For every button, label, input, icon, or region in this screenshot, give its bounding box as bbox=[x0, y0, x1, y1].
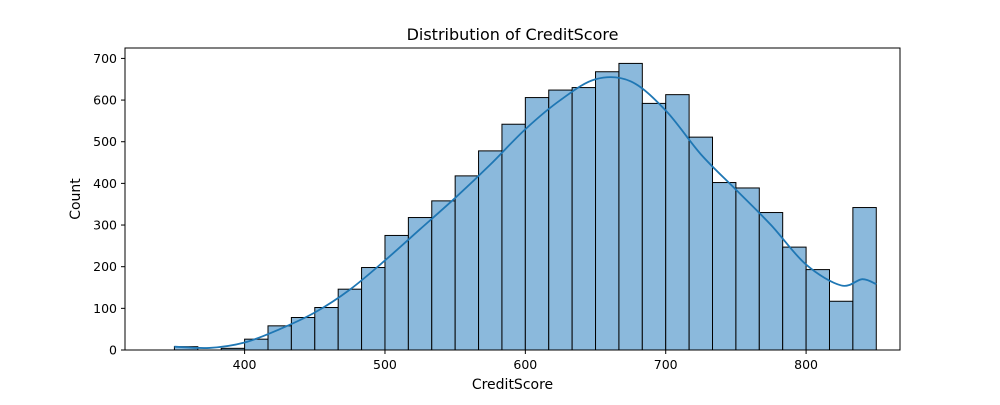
y-tick-label: 300 bbox=[93, 218, 117, 233]
histogram-bar bbox=[501, 123, 526, 351]
bars-layer bbox=[173, 62, 877, 351]
y-tick-label: 0 bbox=[109, 343, 117, 358]
x-tick-label: 600 bbox=[513, 357, 537, 372]
x-tick-label: 500 bbox=[373, 357, 397, 372]
x-axis-label: CreditScore bbox=[472, 377, 553, 393]
kde-layer bbox=[174, 76, 877, 349]
x-tick-label: 400 bbox=[233, 357, 257, 372]
histogram-bar bbox=[712, 182, 737, 351]
histogram-bar bbox=[641, 102, 667, 351]
histogram-bar bbox=[384, 234, 409, 351]
histogram-bar bbox=[618, 62, 643, 351]
histogram-bar bbox=[478, 150, 503, 351]
y-tick-label: 500 bbox=[93, 134, 117, 149]
y-axis-label: Count bbox=[68, 178, 84, 220]
plot-frame bbox=[124, 47, 901, 351]
histogram-bar bbox=[595, 71, 620, 351]
y-tick-label: 400 bbox=[93, 176, 117, 191]
x-tick-label: 700 bbox=[654, 357, 678, 372]
y-axis-ticks: 0 100 200 300 400 500 600 700 bbox=[93, 51, 125, 358]
histogram-bar bbox=[361, 267, 386, 351]
x-tick-label: 800 bbox=[794, 357, 818, 372]
histogram-bar bbox=[665, 94, 690, 351]
histogram-bar bbox=[735, 187, 760, 351]
histogram-bar bbox=[805, 269, 830, 351]
x-axis-ticks: 400 500 600 700 800 bbox=[233, 350, 818, 372]
chart-title: Distribution of CreditScore bbox=[407, 25, 619, 44]
kde-line bbox=[174, 76, 877, 349]
histogram-bar bbox=[688, 136, 714, 351]
histogram-bar bbox=[431, 200, 456, 351]
histogram-bar bbox=[524, 97, 550, 351]
y-tick-label: 700 bbox=[93, 51, 117, 66]
histogram-bar bbox=[571, 87, 597, 351]
y-tick-label: 600 bbox=[93, 93, 117, 108]
histogram-bar bbox=[314, 307, 339, 351]
y-tick-label: 200 bbox=[93, 259, 117, 274]
histogram-bar bbox=[828, 300, 854, 351]
histogram-bar bbox=[548, 89, 573, 351]
histogram-bar bbox=[337, 288, 363, 351]
histogram-bar bbox=[454, 175, 480, 351]
y-tick-label: 100 bbox=[93, 301, 117, 316]
